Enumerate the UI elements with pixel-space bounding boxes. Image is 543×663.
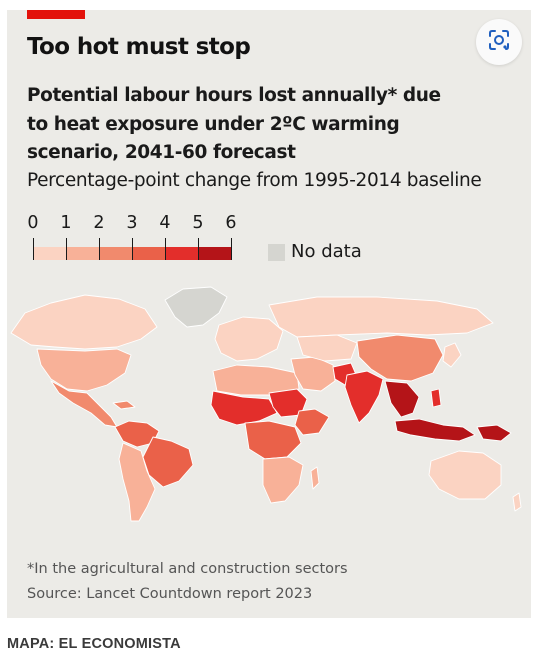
legend-tick-label: 0 [27, 213, 39, 233]
region-canada [10, 294, 158, 350]
region-central-asia [296, 334, 358, 362]
map-source: Source: Lancet Countdown report 2023 [27, 586, 313, 602]
map-card: Too hot must stop Potential labour hours… [7, 10, 531, 618]
google-lens-icon [488, 29, 510, 56]
legend-tick [198, 238, 199, 260]
google-lens-button[interactable] [476, 19, 522, 65]
legend-tick-label: 2 [93, 213, 105, 233]
region-indonesia [394, 418, 476, 442]
region-new-zealand [512, 492, 522, 512]
brand-tab [27, 10, 85, 19]
region-australia [428, 450, 502, 500]
legend-tick [66, 238, 67, 260]
region-central-africa [244, 420, 302, 460]
region-china [356, 334, 444, 382]
region-southern-africa [262, 456, 304, 504]
legend-tick-label: 5 [192, 213, 204, 233]
map-subtitle: Potential labour hours lost annually* du… [27, 85, 441, 163]
region-north-africa [212, 364, 300, 396]
map-headline: Too hot must stop [27, 34, 251, 60]
legend-color-bar [33, 247, 231, 260]
region-caribbean [112, 400, 136, 410]
region-greenland [164, 286, 228, 328]
unit-description: Percentage-point change from 1995-2014 b… [27, 170, 482, 191]
legend-tick-label: 6 [225, 213, 237, 233]
legend-tick [132, 238, 133, 260]
legend-swatch [33, 247, 66, 260]
legend-tick [165, 238, 166, 260]
map-footnote: *In the agricultural and construction se… [27, 561, 348, 577]
region-png [476, 424, 512, 442]
legend-tick-label: 1 [60, 213, 72, 233]
world-choropleth-map [10, 286, 522, 522]
legend-swatch [165, 247, 198, 260]
legend-swatch [198, 247, 231, 260]
region-europe [214, 316, 284, 362]
region-southern-cone [118, 442, 156, 522]
region-india [344, 370, 384, 424]
no-data-swatch [268, 244, 285, 261]
region-japan-korea [442, 342, 462, 368]
region-madagascar [310, 466, 320, 490]
legend-tick-label: 4 [159, 213, 171, 233]
legend-swatch [99, 247, 132, 260]
legend-tick [33, 238, 34, 260]
region-northern-south-america [114, 420, 160, 448]
legend-tick [231, 238, 232, 260]
region-russia [268, 296, 494, 338]
region-philippines [430, 388, 442, 408]
legend-swatch [132, 247, 165, 260]
no-data-label: No data [291, 241, 362, 262]
image-credit: MAPA: EL ECONOMISTA [7, 636, 181, 652]
region-usa [36, 348, 132, 392]
legend-tick-label: 3 [126, 213, 138, 233]
region-horn-of-africa [294, 408, 330, 436]
region-southeast-asia [384, 380, 420, 418]
legend-tick [99, 238, 100, 260]
region-west-africa [210, 390, 278, 426]
legend-swatch [66, 247, 99, 260]
